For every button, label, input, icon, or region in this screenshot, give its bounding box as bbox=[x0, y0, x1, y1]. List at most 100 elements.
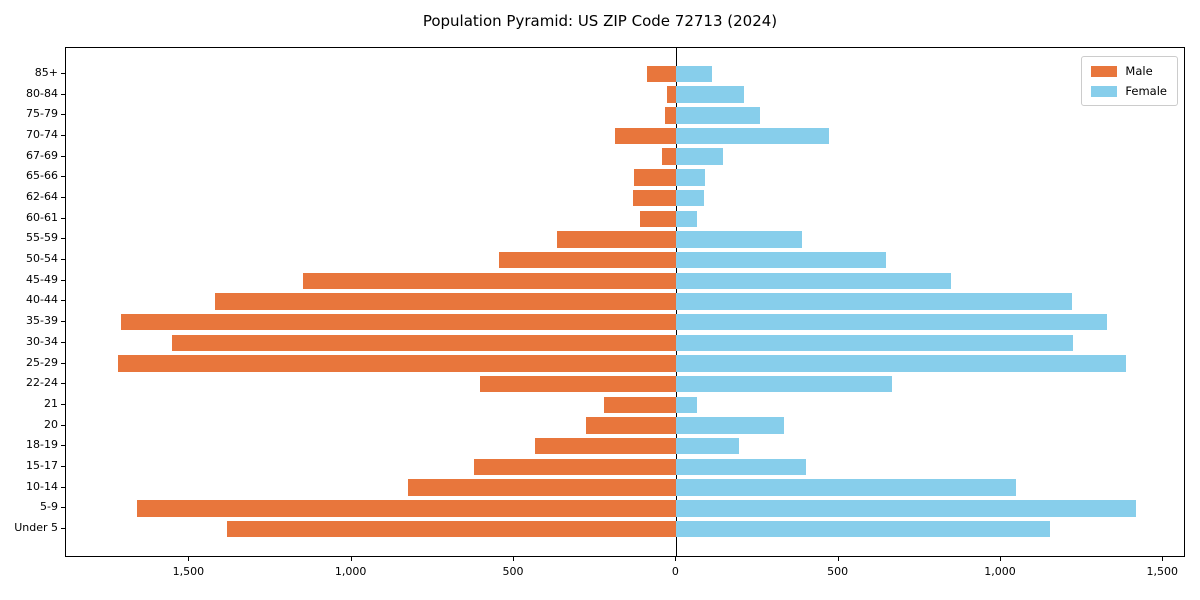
female-bar bbox=[676, 210, 698, 227]
female-bar bbox=[676, 148, 724, 165]
legend: Male Female bbox=[1081, 56, 1178, 106]
y-axis-tick-mark bbox=[61, 93, 65, 95]
male-bar bbox=[557, 231, 677, 248]
male-bar bbox=[633, 189, 677, 207]
y-axis-tick-mark bbox=[61, 238, 65, 240]
zero-axis-line bbox=[675, 48, 677, 556]
y-axis-tick-mark bbox=[61, 341, 65, 343]
y-axis-tick-label: 60-61 bbox=[26, 210, 58, 224]
male-bar bbox=[214, 293, 677, 310]
y-axis-tick-mark bbox=[61, 197, 65, 199]
y-axis-tick-label: 70-74 bbox=[26, 128, 58, 142]
y-axis-tick-mark bbox=[61, 445, 65, 447]
y-axis-tick-label: 50-54 bbox=[26, 252, 58, 266]
male-bar bbox=[614, 127, 677, 145]
male-bar bbox=[634, 169, 677, 186]
male-bar bbox=[408, 479, 677, 496]
y-axis-tick-label: 22-24 bbox=[26, 376, 58, 390]
female-bar bbox=[676, 107, 761, 124]
male-bar bbox=[137, 500, 677, 517]
plot-area: Male Female bbox=[65, 47, 1185, 557]
legend-label-male: Male bbox=[1125, 64, 1153, 78]
male-bar bbox=[474, 458, 677, 476]
y-axis-tick-mark bbox=[61, 135, 65, 137]
male-bar bbox=[302, 272, 677, 290]
female-legend-swatch-icon bbox=[1091, 85, 1118, 97]
x-axis-tick-mark bbox=[513, 557, 514, 561]
male-bar bbox=[171, 334, 677, 352]
x-axis-tick-mark bbox=[675, 557, 677, 561]
y-axis-tick-label: 80-84 bbox=[26, 86, 58, 100]
male-bar bbox=[121, 313, 677, 331]
female-bar bbox=[676, 313, 1108, 331]
y-axis-tick-mark bbox=[61, 259, 65, 261]
y-axis-tick-label: 10-14 bbox=[26, 479, 58, 493]
x-axis-tick-label: 500 bbox=[827, 565, 849, 578]
female-bar bbox=[676, 437, 739, 455]
female-bar bbox=[676, 272, 952, 290]
female-bar bbox=[676, 500, 1137, 517]
x-axis-tick-mark bbox=[188, 557, 190, 561]
chart-title: Population Pyramid: US ZIP Code 72713 (2… bbox=[422, 12, 778, 30]
y-axis-tick-label: 75-79 bbox=[26, 107, 58, 121]
female-bar bbox=[676, 417, 785, 434]
y-axis-tick-label: 65-66 bbox=[26, 169, 58, 183]
y-axis-tick-mark bbox=[61, 507, 65, 509]
female-bar bbox=[676, 458, 807, 476]
male-bar bbox=[661, 148, 677, 165]
y-axis-tick-label: 21 bbox=[44, 396, 58, 410]
female-bar bbox=[676, 520, 1050, 538]
female-bar bbox=[676, 375, 893, 393]
female-bar bbox=[676, 231, 803, 248]
y-axis-tick-label: 15-17 bbox=[26, 458, 58, 472]
male-bar bbox=[666, 86, 677, 103]
female-bar bbox=[676, 189, 704, 207]
x-axis-tick-mark bbox=[837, 557, 839, 561]
legend-label-female: Female bbox=[1125, 84, 1167, 98]
y-axis-tick-label: 55-59 bbox=[26, 231, 58, 245]
female-bar bbox=[676, 334, 1074, 352]
y-axis-tick-mark bbox=[61, 383, 65, 385]
y-axis-tick-mark bbox=[61, 403, 65, 405]
male-bar bbox=[586, 417, 677, 434]
x-axis-tick-mark bbox=[999, 557, 1001, 561]
male-bar bbox=[535, 437, 677, 455]
y-axis-tick-label: Under 5 bbox=[14, 520, 58, 534]
y-axis-tick-mark bbox=[61, 362, 65, 364]
x-axis-tick-mark bbox=[1162, 557, 1164, 561]
y-axis-tick-label: 5-9 bbox=[40, 500, 58, 514]
y-axis-tick-mark bbox=[61, 73, 65, 74]
x-axis-tick-label: 500 bbox=[502, 565, 524, 578]
x-axis-tick-mark bbox=[350, 557, 352, 561]
male-bar bbox=[647, 65, 677, 83]
x-axis-tick-label: 1,000 bbox=[984, 565, 1016, 578]
y-axis-tick-label: 67-69 bbox=[26, 148, 58, 162]
y-axis-tick-label: 85+ bbox=[34, 66, 58, 79]
female-bar bbox=[676, 396, 698, 414]
female-bar bbox=[676, 86, 745, 103]
y-axis-tick-mark bbox=[61, 217, 65, 219]
x-axis-tick-label: 1,500 bbox=[172, 565, 205, 578]
male-legend-swatch-icon bbox=[1091, 65, 1118, 77]
y-axis-tick-label: 35-39 bbox=[26, 314, 58, 328]
female-bar bbox=[676, 479, 1017, 496]
male-bar bbox=[479, 375, 677, 393]
legend-entry-male: Male bbox=[1091, 64, 1167, 78]
y-axis-tick-mark bbox=[61, 424, 65, 426]
y-axis-tick-mark bbox=[61, 321, 65, 323]
male-bar bbox=[639, 210, 677, 227]
female-bar bbox=[676, 127, 829, 145]
y-axis-tick-mark bbox=[61, 155, 65, 157]
y-axis-tick-mark bbox=[61, 486, 65, 488]
y-axis-tick-mark bbox=[61, 279, 65, 281]
y-axis-tick-label: 20 bbox=[44, 417, 58, 431]
male-bar bbox=[603, 396, 677, 414]
y-axis-tick-mark bbox=[61, 114, 65, 116]
male-bar bbox=[499, 251, 677, 269]
x-axis-tick-label: 1,500 bbox=[1146, 565, 1179, 578]
male-bar bbox=[118, 355, 677, 372]
x-axis-tick-label: 0 bbox=[671, 565, 679, 578]
female-bar bbox=[676, 251, 887, 269]
legend-entry-female: Female bbox=[1091, 84, 1167, 98]
y-axis-tick-label: 45-49 bbox=[26, 272, 58, 286]
